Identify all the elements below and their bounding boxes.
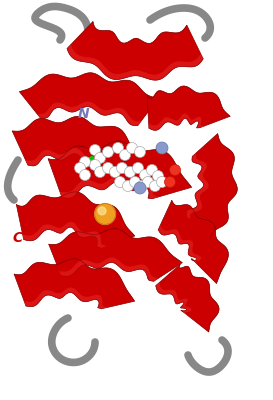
Circle shape bbox=[134, 182, 146, 194]
Polygon shape bbox=[156, 282, 192, 315]
Circle shape bbox=[112, 142, 123, 154]
Circle shape bbox=[79, 170, 91, 180]
Polygon shape bbox=[48, 141, 192, 199]
Circle shape bbox=[102, 146, 114, 158]
Circle shape bbox=[150, 180, 161, 192]
Polygon shape bbox=[186, 153, 209, 219]
Circle shape bbox=[123, 180, 133, 192]
Circle shape bbox=[109, 166, 120, 178]
Circle shape bbox=[143, 176, 153, 188]
Polygon shape bbox=[16, 192, 135, 248]
Circle shape bbox=[98, 207, 106, 215]
Circle shape bbox=[129, 176, 141, 188]
Circle shape bbox=[124, 166, 135, 178]
Circle shape bbox=[100, 209, 108, 217]
Circle shape bbox=[95, 204, 115, 224]
Polygon shape bbox=[49, 229, 182, 281]
Circle shape bbox=[120, 150, 130, 160]
Circle shape bbox=[135, 146, 146, 158]
Circle shape bbox=[117, 162, 127, 174]
Polygon shape bbox=[14, 259, 135, 309]
Polygon shape bbox=[24, 287, 106, 309]
Polygon shape bbox=[37, 102, 141, 126]
Circle shape bbox=[140, 170, 150, 180]
Circle shape bbox=[90, 160, 100, 170]
Text: N: N bbox=[78, 107, 89, 121]
Circle shape bbox=[97, 206, 112, 221]
Circle shape bbox=[96, 205, 114, 223]
Circle shape bbox=[94, 166, 105, 178]
Circle shape bbox=[156, 176, 168, 188]
Polygon shape bbox=[67, 22, 203, 80]
Circle shape bbox=[98, 207, 111, 220]
Circle shape bbox=[153, 170, 164, 182]
Circle shape bbox=[102, 162, 114, 174]
Circle shape bbox=[170, 164, 180, 176]
Circle shape bbox=[75, 162, 85, 174]
Circle shape bbox=[79, 156, 91, 168]
Circle shape bbox=[101, 210, 106, 216]
Circle shape bbox=[165, 176, 176, 188]
Polygon shape bbox=[60, 257, 158, 281]
Polygon shape bbox=[60, 176, 158, 199]
Circle shape bbox=[132, 162, 144, 174]
Circle shape bbox=[95, 204, 115, 224]
Circle shape bbox=[126, 142, 138, 154]
Polygon shape bbox=[186, 134, 237, 240]
Circle shape bbox=[99, 208, 109, 218]
Circle shape bbox=[147, 164, 158, 176]
Polygon shape bbox=[147, 86, 230, 130]
Polygon shape bbox=[25, 148, 113, 172]
Polygon shape bbox=[12, 116, 142, 172]
Circle shape bbox=[136, 180, 147, 192]
Circle shape bbox=[156, 142, 168, 154]
Polygon shape bbox=[156, 264, 219, 332]
Polygon shape bbox=[23, 222, 106, 248]
Circle shape bbox=[102, 211, 105, 214]
Polygon shape bbox=[19, 73, 158, 126]
Polygon shape bbox=[158, 200, 228, 284]
Polygon shape bbox=[158, 225, 201, 264]
Polygon shape bbox=[67, 44, 203, 80]
Circle shape bbox=[114, 176, 126, 188]
Polygon shape bbox=[149, 114, 204, 130]
Circle shape bbox=[90, 144, 100, 156]
Circle shape bbox=[94, 152, 105, 164]
Text: C: C bbox=[13, 231, 23, 245]
